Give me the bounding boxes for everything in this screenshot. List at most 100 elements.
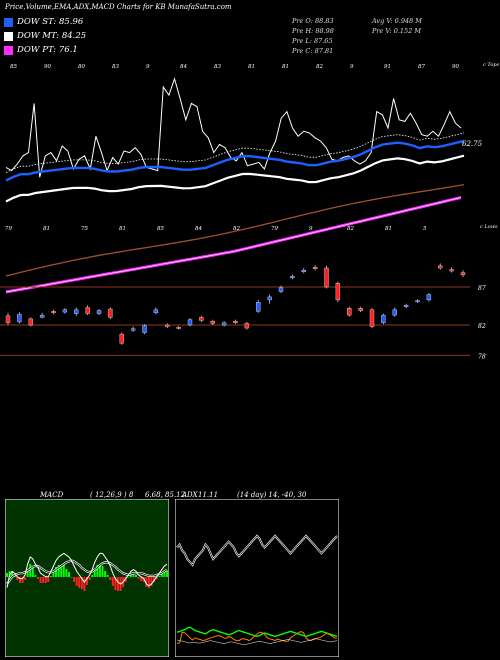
macd-histogram-bar bbox=[93, 569, 96, 577]
legend-dow-pt: DOW PT: 76.1 bbox=[4, 45, 78, 55]
macd-histogram-bar bbox=[116, 577, 119, 591]
candle-body bbox=[324, 267, 329, 288]
macd-histogram-bar bbox=[21, 577, 24, 583]
macd-histogram-bar bbox=[65, 569, 68, 577]
candle-body bbox=[119, 333, 124, 344]
macd-histogram-bar bbox=[106, 575, 109, 577]
top-tick-label: 81 bbox=[282, 64, 289, 70]
candle-body bbox=[108, 308, 113, 318]
ema-long-line bbox=[5, 183, 465, 277]
adx-readout: 11.11 bbox=[198, 491, 219, 499]
macd-histogram-bar bbox=[36, 577, 39, 579]
top-tick-label: 9 bbox=[350, 64, 354, 70]
macd-histogram-bar bbox=[140, 577, 143, 581]
macd-histogram-bar bbox=[163, 571, 166, 577]
candle-body bbox=[369, 309, 375, 327]
macd-histogram-bar bbox=[150, 577, 153, 586]
candle-body bbox=[39, 314, 45, 318]
macd-histogram-bar bbox=[62, 565, 65, 577]
mid-tick-label: 5 bbox=[423, 226, 427, 232]
top-tick-label: 83 bbox=[214, 64, 221, 70]
candle-body bbox=[210, 321, 215, 324]
macd-histogram-bar bbox=[78, 577, 81, 588]
macd-histogram-bar bbox=[166, 571, 168, 577]
candle-body bbox=[460, 272, 466, 276]
macd-histogram-bar bbox=[11, 571, 14, 577]
macd-histogram-bar bbox=[86, 577, 88, 585]
macd-histogram-bar bbox=[135, 575, 138, 577]
macd-histogram-bar bbox=[147, 577, 150, 588]
macd-histogram-bar bbox=[160, 573, 163, 577]
candle-body bbox=[221, 322, 227, 326]
macd-histogram-bar bbox=[96, 565, 99, 577]
ema-value-label: 62.75 bbox=[462, 140, 483, 148]
macd-histogram-bar bbox=[153, 577, 156, 582]
macd-histogram-bar bbox=[73, 577, 76, 582]
candle-body bbox=[153, 309, 159, 314]
macd-histogram-bar bbox=[98, 564, 101, 577]
mid-tick-label: 79 bbox=[271, 226, 278, 232]
candle-body bbox=[96, 310, 102, 314]
macd-histogram-bar bbox=[109, 577, 112, 580]
top-tick-label: 83 bbox=[112, 64, 119, 70]
plus-di-core bbox=[176, 535, 338, 566]
macd-histogram-bar bbox=[137, 577, 140, 579]
price-chart: 85 90 80 83 9 84 83 81 81 82 9 91 87 90 c Tops 79 81 75 81… bbox=[0, 62, 500, 360]
candle-body bbox=[165, 324, 170, 327]
macd-histogram-bar bbox=[16, 577, 19, 580]
mid-tick-label: 81 bbox=[385, 226, 392, 232]
candle-body bbox=[187, 319, 193, 326]
candle-body bbox=[244, 323, 250, 329]
macd-histogram-bar bbox=[42, 577, 45, 583]
legend-label-mt: DOW MT: 84.25 bbox=[17, 31, 87, 41]
macd-histogram-bar bbox=[91, 575, 94, 577]
ema-medium-line bbox=[5, 154, 465, 203]
legend-swatch-mt bbox=[4, 31, 13, 41]
legend-swatch-pt bbox=[4, 45, 13, 55]
lows-label: c Lows bbox=[480, 224, 498, 230]
candle-body bbox=[301, 270, 306, 272]
legend-swatch-st bbox=[4, 17, 13, 27]
macd-histogram-bar bbox=[26, 570, 29, 577]
candle-body bbox=[335, 282, 341, 301]
tops-label: c Tops bbox=[483, 62, 500, 68]
adx-panel bbox=[175, 499, 339, 657]
mid-tick-label: 84 bbox=[195, 226, 202, 232]
mid-tick-label: 82 bbox=[347, 226, 354, 232]
macd-histogram-bar bbox=[132, 573, 135, 577]
candle-body bbox=[199, 317, 204, 321]
stat-prev-close: Pre C: 87.81 bbox=[292, 47, 334, 55]
top-tick-label: 85 bbox=[10, 64, 17, 70]
page-title: Price,Volume,EMA,ADX,MACD Charts for KB … bbox=[5, 3, 232, 11]
stat-avg-volume: Avg V: 0.948 M bbox=[372, 17, 422, 25]
stat-prev-low: Pre L: 87.65 bbox=[292, 37, 333, 45]
macd-histogram-bar bbox=[145, 577, 148, 587]
volume-line bbox=[5, 77, 462, 178]
candle-body bbox=[426, 294, 432, 301]
ema-dotted-line bbox=[5, 132, 465, 173]
stat-prev-high: Pre H: 88.98 bbox=[292, 27, 334, 35]
level-label: 87 bbox=[478, 285, 486, 292]
legend-label-pt: DOW PT: 76.1 bbox=[17, 45, 78, 55]
mid-tick-label: 81 bbox=[43, 226, 50, 232]
candle-body bbox=[312, 267, 318, 269]
macd-histogram-bar bbox=[129, 574, 132, 577]
stat-prev-open: Pre O: 88.83 bbox=[292, 17, 334, 25]
macd-histogram-bar bbox=[155, 577, 158, 579]
candle-body bbox=[85, 307, 90, 314]
adx-chart bbox=[175, 499, 339, 657]
candle-body bbox=[176, 327, 181, 329]
macd-histogram-bar bbox=[29, 564, 32, 577]
mid-tick-label: 85 bbox=[157, 226, 164, 232]
top-tick-label: 91 bbox=[384, 64, 391, 70]
top-tick-label: 90 bbox=[452, 64, 459, 70]
dow-pt-line bbox=[5, 196, 462, 294]
candle-body bbox=[5, 315, 11, 323]
macd-line bbox=[6, 552, 168, 588]
top-tick-label: 90 bbox=[44, 64, 51, 70]
macd-histogram-bar bbox=[111, 577, 114, 586]
candle-body bbox=[392, 309, 397, 316]
candle-body bbox=[358, 308, 363, 311]
adx-params: (14 day) 14, -40, 30 bbox=[237, 491, 307, 499]
